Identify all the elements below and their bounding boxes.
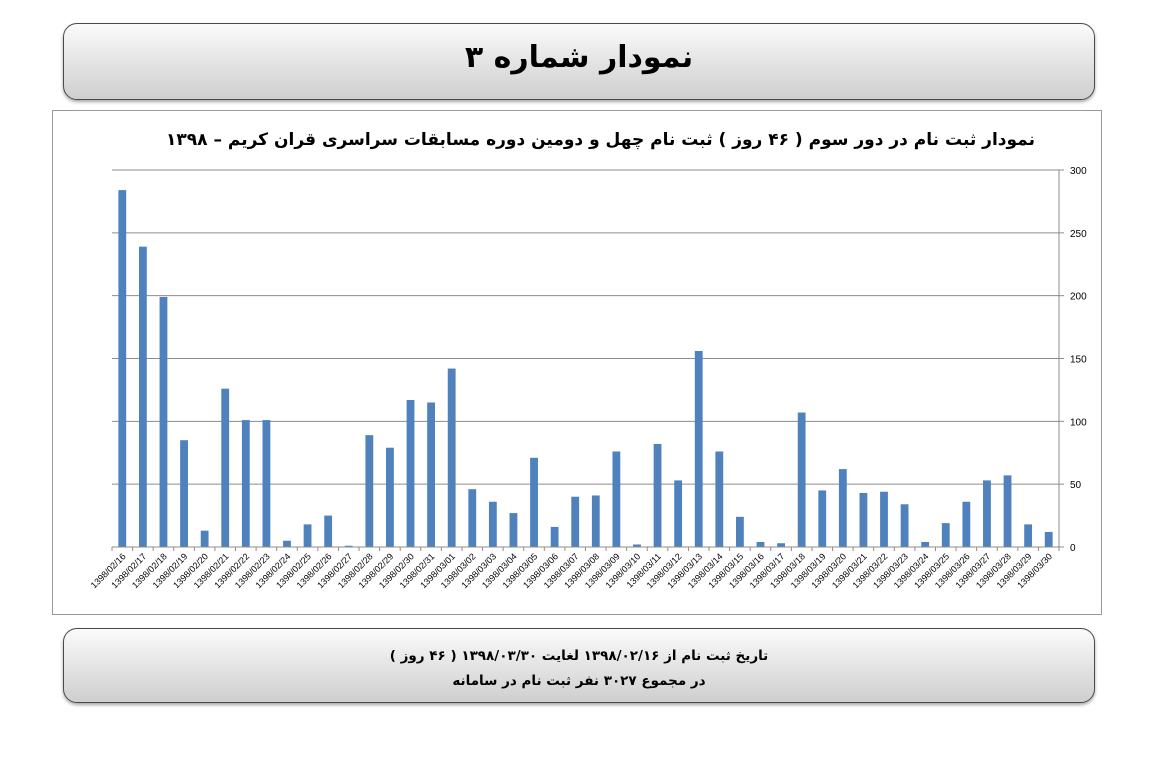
bar [241, 420, 250, 547]
bar [591, 495, 600, 547]
y-tick-label: 200 [1070, 292, 1087, 303]
y-tick-label: 300 [1070, 166, 1087, 177]
bar [900, 504, 909, 547]
footer-panel: تاریخ ثبت نام از ۱۳۹۸/۰۲/۱۶ لغایت ۱۳۹۸/۰… [63, 628, 1095, 703]
chart-title: نمودار ثبت نام در دور سوم ( ۴۶ روز ) ثبت… [166, 130, 1035, 150]
bar [633, 544, 641, 547]
bar [530, 457, 538, 547]
y-tick-label: 100 [1070, 417, 1087, 428]
bar [715, 451, 724, 547]
y-tick-label: 50 [1070, 480, 1082, 491]
bar [756, 541, 765, 547]
bar [283, 540, 291, 547]
bar [838, 469, 847, 547]
chart-frame: نمودار ثبت نام در دور سوم ( ۴۶ روز ) ثبت… [52, 110, 1102, 615]
bar [1003, 475, 1012, 547]
bar [159, 296, 168, 547]
bar-chart: نمودار ثبت نام در دور سوم ( ۴۶ روز ) ثبت… [89, 130, 1087, 590]
bar [941, 523, 950, 547]
bar [324, 515, 333, 547]
header-panel: نمودار شماره ۳ [63, 23, 1095, 100]
bar [221, 388, 230, 547]
bar [921, 541, 930, 547]
y-tick-label: 150 [1070, 355, 1087, 366]
bar [674, 480, 683, 547]
bar [365, 435, 374, 547]
bar [118, 190, 127, 547]
bar [406, 399, 415, 547]
bar [818, 490, 827, 547]
registration-total: در مجموع ۳۰۲۷ نفر ثبت نام در سامانه [452, 673, 706, 689]
bar [468, 489, 477, 547]
bar [777, 543, 785, 547]
bar [735, 516, 744, 547]
bar [550, 526, 559, 547]
bar [386, 447, 394, 547]
bar [797, 412, 806, 547]
bar [694, 350, 703, 547]
bar [571, 496, 580, 547]
bar [983, 480, 991, 547]
bar [138, 246, 147, 547]
bar [303, 524, 312, 547]
bar [859, 492, 868, 547]
bar [1044, 531, 1053, 547]
bar [1024, 524, 1033, 547]
bar [427, 402, 436, 547]
registration-date-range: تاریخ ثبت نام از ۱۳۹۸/۰۲/۱۶ لغایت ۱۳۹۸/۰… [389, 648, 769, 664]
bar [612, 451, 621, 547]
bar [447, 368, 456, 547]
bar [344, 545, 353, 547]
y-tick-label: 0 [1070, 543, 1076, 554]
bar [200, 530, 209, 547]
bar [880, 491, 888, 547]
page-title: نمودار شماره ۳ [464, 40, 694, 75]
bar [488, 501, 497, 547]
bar [262, 420, 271, 547]
bar [962, 501, 971, 547]
y-tick-label: 250 [1070, 229, 1087, 240]
bar [653, 443, 662, 547]
bar [509, 513, 518, 547]
bar [180, 440, 188, 547]
